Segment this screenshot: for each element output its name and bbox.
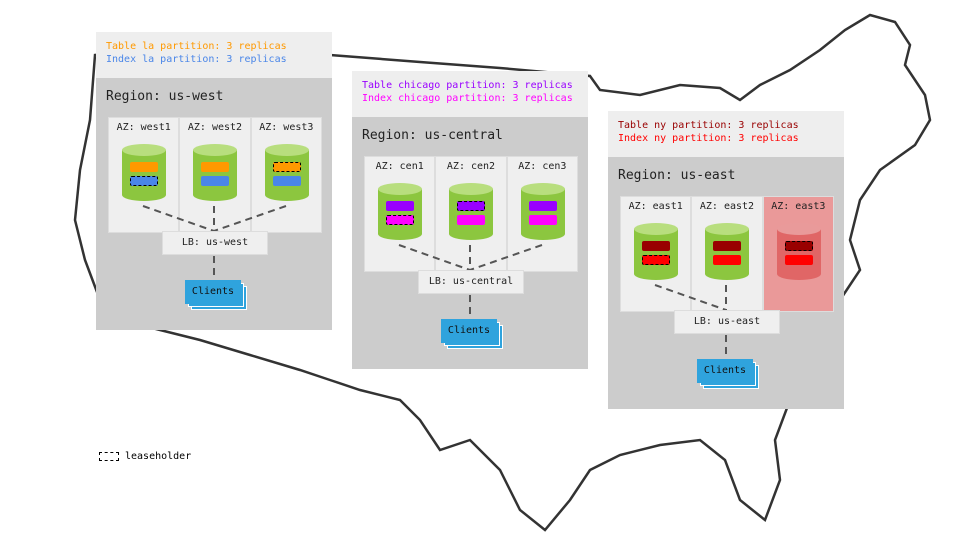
az-east-2: AZ: east2 xyxy=(691,196,763,312)
region-east: Table ny partition: 3 replicas Index ny … xyxy=(608,111,844,409)
table-replica xyxy=(528,201,557,211)
index-partition-text: Index chicago partition: 3 replicas xyxy=(362,93,573,104)
legend: leaseholder xyxy=(99,451,191,462)
table-replica xyxy=(386,201,414,211)
region-west: Table la partition: 3 replicas Index la … xyxy=(96,32,332,330)
az-label: AZ: east3 xyxy=(771,201,826,212)
link-line xyxy=(398,244,471,271)
index-partition-text: Index la partition: 3 replicas xyxy=(106,54,287,65)
database-icon xyxy=(776,223,821,286)
az-row: AZ: west1 AZ: west2 AZ: west3 xyxy=(108,117,322,233)
table-replica xyxy=(457,201,486,211)
connections xyxy=(654,284,727,359)
link-line xyxy=(654,284,727,311)
index-partition-text: Index ny partition: 3 replicas xyxy=(618,133,799,144)
table-replica xyxy=(642,241,670,251)
table-partition-text: Table ny partition: 3 replicas xyxy=(618,120,799,131)
table-replica xyxy=(713,241,742,251)
index-replica xyxy=(642,255,670,265)
load-balancer: LB: us-west xyxy=(162,231,268,255)
table-replica xyxy=(784,241,813,251)
region-label: Region: us-east xyxy=(618,168,736,183)
index-replica xyxy=(528,215,557,225)
database-icon xyxy=(378,183,422,246)
az-west-2: AZ: west2 xyxy=(179,117,251,233)
az-label: AZ: cen2 xyxy=(446,161,496,172)
az-label: AZ: cen1 xyxy=(375,161,424,172)
az-label: AZ: east2 xyxy=(699,201,755,212)
region-central: Table chicago partition: 3 replicas Inde… xyxy=(352,71,588,369)
index-replica xyxy=(784,255,813,265)
index-replica xyxy=(130,176,158,186)
index-replica xyxy=(272,176,301,186)
table-replica xyxy=(201,162,230,172)
database-icon xyxy=(634,223,678,286)
database-icon xyxy=(122,144,166,207)
clients-box: Clients xyxy=(697,359,753,383)
link-line xyxy=(142,205,215,232)
clients-box: Clients xyxy=(185,280,241,304)
partition-info: Table ny partition: 3 replicas Index ny … xyxy=(608,111,844,157)
table-partition-text: Table chicago partition: 3 replicas xyxy=(362,80,573,91)
index-replica xyxy=(201,176,230,186)
az-east-3: AZ: east3 xyxy=(762,196,834,312)
index-replica xyxy=(457,215,486,225)
load-balancer: LB: us-central xyxy=(418,270,524,294)
database-icon xyxy=(193,144,238,207)
partition-info: Table chicago partition: 3 replicas Inde… xyxy=(352,71,588,117)
table-replica xyxy=(272,162,301,172)
az-label: AZ: west3 xyxy=(259,122,314,133)
legend-label: leaseholder xyxy=(125,451,192,462)
az-label: AZ: west1 xyxy=(116,122,171,133)
clients-box: Clients xyxy=(441,319,497,343)
region-label: Region: us-central xyxy=(362,128,503,143)
table-partition-text: Table la partition: 3 replicas xyxy=(106,41,287,52)
database-icon xyxy=(520,183,565,246)
table-replica xyxy=(130,162,158,172)
load-balancer: LB: us-east xyxy=(674,310,780,334)
az-central-2: AZ: cen2 xyxy=(435,156,507,272)
partition-info: Table la partition: 3 replicas Index la … xyxy=(96,32,332,78)
index-replica xyxy=(713,255,742,265)
link-line xyxy=(213,205,287,232)
az-label: AZ: west2 xyxy=(187,122,243,133)
az-west-1: AZ: west1 xyxy=(108,117,180,233)
connections xyxy=(398,244,543,319)
database-icon xyxy=(264,144,309,207)
database-icon xyxy=(449,183,494,246)
database-icon xyxy=(705,223,750,286)
leaseholder-swatch xyxy=(99,452,119,461)
az-label: AZ: cen3 xyxy=(518,161,567,172)
index-replica xyxy=(386,215,414,225)
connections xyxy=(142,205,287,280)
region-label: Region: us-west xyxy=(106,89,224,104)
link-line xyxy=(469,244,543,271)
az-label: AZ: east1 xyxy=(628,201,683,212)
